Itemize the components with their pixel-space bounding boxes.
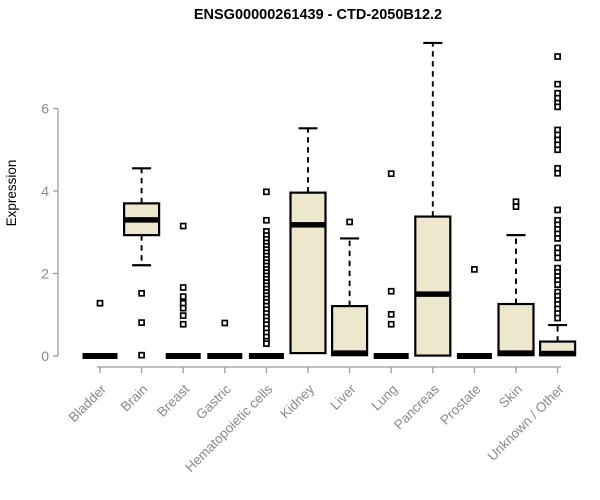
outlier-point xyxy=(138,289,145,297)
outlier-point xyxy=(554,103,561,111)
outlier-point xyxy=(346,218,353,226)
chart-title: ENSG00000261439 - CTD-2050B12.2 xyxy=(194,7,442,23)
x-tick-label: Gastric xyxy=(193,381,234,422)
outlier-point xyxy=(179,222,187,230)
outlier-point xyxy=(387,320,395,328)
x-tick-label: Pancreas xyxy=(391,381,442,432)
box xyxy=(497,302,535,357)
outlier-point xyxy=(512,203,520,211)
zero-bar xyxy=(373,353,409,359)
outlier-point xyxy=(179,284,187,291)
outlier-point xyxy=(554,281,561,288)
zero-bar xyxy=(248,353,284,359)
outlier-point xyxy=(138,319,145,326)
outlier-point xyxy=(554,235,561,242)
outlier-point xyxy=(387,287,395,295)
x-tick-label: Lung xyxy=(368,382,400,414)
outlier-point xyxy=(221,319,229,327)
outlier-point xyxy=(471,266,478,273)
x-tick-label: Skin xyxy=(496,382,525,411)
outlier-point xyxy=(554,53,561,60)
x-tick-label: Kidney xyxy=(277,381,317,421)
y-tick-label: 0 xyxy=(41,348,49,364)
median-line xyxy=(415,291,451,297)
box xyxy=(289,191,327,355)
outlier-point xyxy=(387,170,395,178)
y-tick-label: 4 xyxy=(41,183,49,199)
x-tick-label: Liver xyxy=(327,381,359,413)
outlier-point xyxy=(263,340,270,347)
zero-bar xyxy=(207,353,243,359)
median-line xyxy=(124,217,160,223)
outlier-point xyxy=(554,254,561,262)
outlier-point xyxy=(179,293,187,300)
outlier-point xyxy=(554,80,561,88)
median-line xyxy=(332,350,368,356)
box xyxy=(414,215,452,357)
zero-bar xyxy=(82,353,118,359)
zero-bar xyxy=(165,353,201,359)
outlier-point xyxy=(179,304,187,312)
y-tick-label: 2 xyxy=(41,266,49,282)
outlier-point xyxy=(554,314,561,322)
outlier-point xyxy=(554,169,561,177)
x-tick-label: Prostate xyxy=(437,382,483,428)
outlier-point xyxy=(554,146,561,154)
outlier-point xyxy=(554,206,561,214)
median-line xyxy=(290,222,326,228)
outlier-point xyxy=(138,351,145,359)
outlier-point xyxy=(263,216,270,224)
zero-bar xyxy=(456,353,492,359)
box xyxy=(331,304,369,357)
outlier-point xyxy=(179,320,187,328)
x-tick-label: Bladder xyxy=(66,381,110,425)
y-tick-label: 6 xyxy=(41,101,49,117)
x-tick-label: Breast xyxy=(154,381,192,419)
outlier-point xyxy=(179,312,187,319)
outlier-point xyxy=(387,310,395,318)
x-tick-label: Brain xyxy=(118,382,151,415)
median-line xyxy=(498,350,534,356)
outlier-point xyxy=(263,188,270,196)
outlier-point xyxy=(96,299,104,307)
y-axis-label: Expression xyxy=(4,160,19,227)
x-tick-label: Unknown / Other xyxy=(484,381,567,464)
median-line xyxy=(540,350,576,357)
